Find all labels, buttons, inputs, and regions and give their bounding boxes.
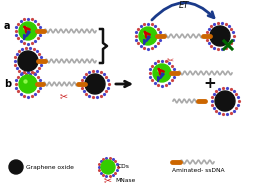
Circle shape [101,160,115,174]
Text: ✂: ✂ [167,56,173,64]
Circle shape [153,64,171,82]
Circle shape [19,75,37,93]
Circle shape [210,26,230,46]
Text: b: b [4,79,11,89]
Polygon shape [144,36,150,45]
Circle shape [19,22,37,40]
Circle shape [139,27,157,45]
Text: a: a [4,21,11,31]
Text: ET: ET [179,2,189,11]
Circle shape [215,91,235,111]
Circle shape [9,160,23,174]
Text: MNase: MNase [115,177,135,183]
Polygon shape [158,73,164,82]
Text: Aminated- ssDNA: Aminated- ssDNA [172,167,225,173]
Circle shape [18,51,38,71]
Circle shape [85,74,105,94]
Text: ✂: ✂ [59,91,68,101]
Polygon shape [23,31,30,40]
Text: CDs: CDs [118,164,130,170]
Text: +: + [204,77,216,91]
Text: Graphene oxide: Graphene oxide [26,164,74,170]
Text: ✂: ✂ [104,175,112,185]
